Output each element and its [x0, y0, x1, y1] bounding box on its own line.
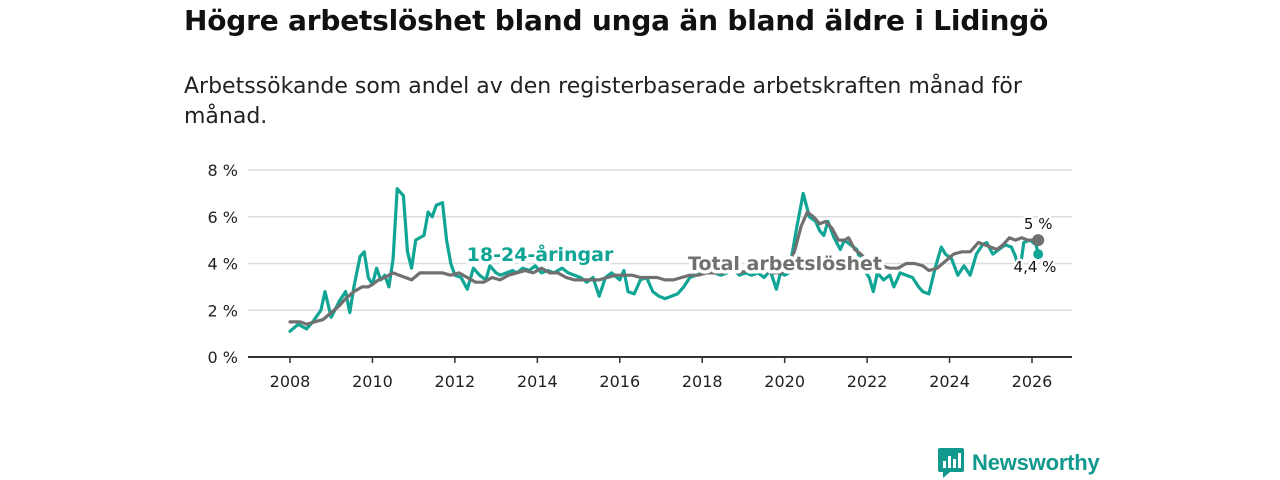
x-tick-label: 2010 [352, 372, 393, 391]
end-label-total: 5 % [1024, 215, 1053, 233]
series-line-total [288, 210, 1040, 326]
y-tick-label: 4 % [208, 255, 238, 274]
y-axis-ticks: 0 % 2 % 4 % 6 % 8 % [208, 161, 238, 367]
x-tick-label: 2020 [764, 372, 805, 391]
x-tick-label: 2022 [847, 372, 888, 391]
series-label-total: Total arbetslöshet [688, 253, 882, 275]
x-tick-label: 2008 [270, 372, 311, 391]
y-tick-label: 8 % [208, 161, 238, 180]
series-labels: 18-24-åringar Total arbetslöshet 5 % 4,4 % [463, 213, 1059, 279]
newsworthy-logo: Newsworthy [938, 448, 1100, 478]
x-tick-label: 2018 [682, 372, 723, 391]
x-tick-label: 2024 [929, 372, 970, 391]
x-tick-label: 2016 [599, 372, 640, 391]
y-tick-label: 6 % [208, 208, 238, 227]
series-label-youth: 18-24-åringar [467, 242, 614, 266]
y-tick-label: 0 % [208, 348, 238, 367]
series-line-youth [288, 187, 1040, 333]
chart-series [288, 187, 1045, 333]
x-tick-label: 2014 [517, 372, 558, 391]
series-endpoint-youth [1033, 249, 1044, 260]
chart-title: Högre arbetslöshet bland unga än bland ä… [184, 4, 1049, 37]
y-tick-label: 2 % [208, 301, 238, 320]
x-axis: 2008 2010 2012 2014 2016 2018 2020 2022 2024 2026 [248, 356, 1072, 391]
series-endpoint-total [1032, 234, 1045, 247]
end-label-youth: 4,4 % [1014, 258, 1057, 276]
newsworthy-logo-icon [938, 448, 964, 478]
newsworthy-logo-text: Newsworthy [972, 450, 1100, 475]
x-tick-label: 2012 [435, 372, 476, 391]
chart-subtitle: Arbetssökande som andel av den registerb… [184, 74, 1022, 129]
chart-gridlines [248, 169, 1072, 311]
x-tick-label: 2026 [1012, 372, 1053, 391]
